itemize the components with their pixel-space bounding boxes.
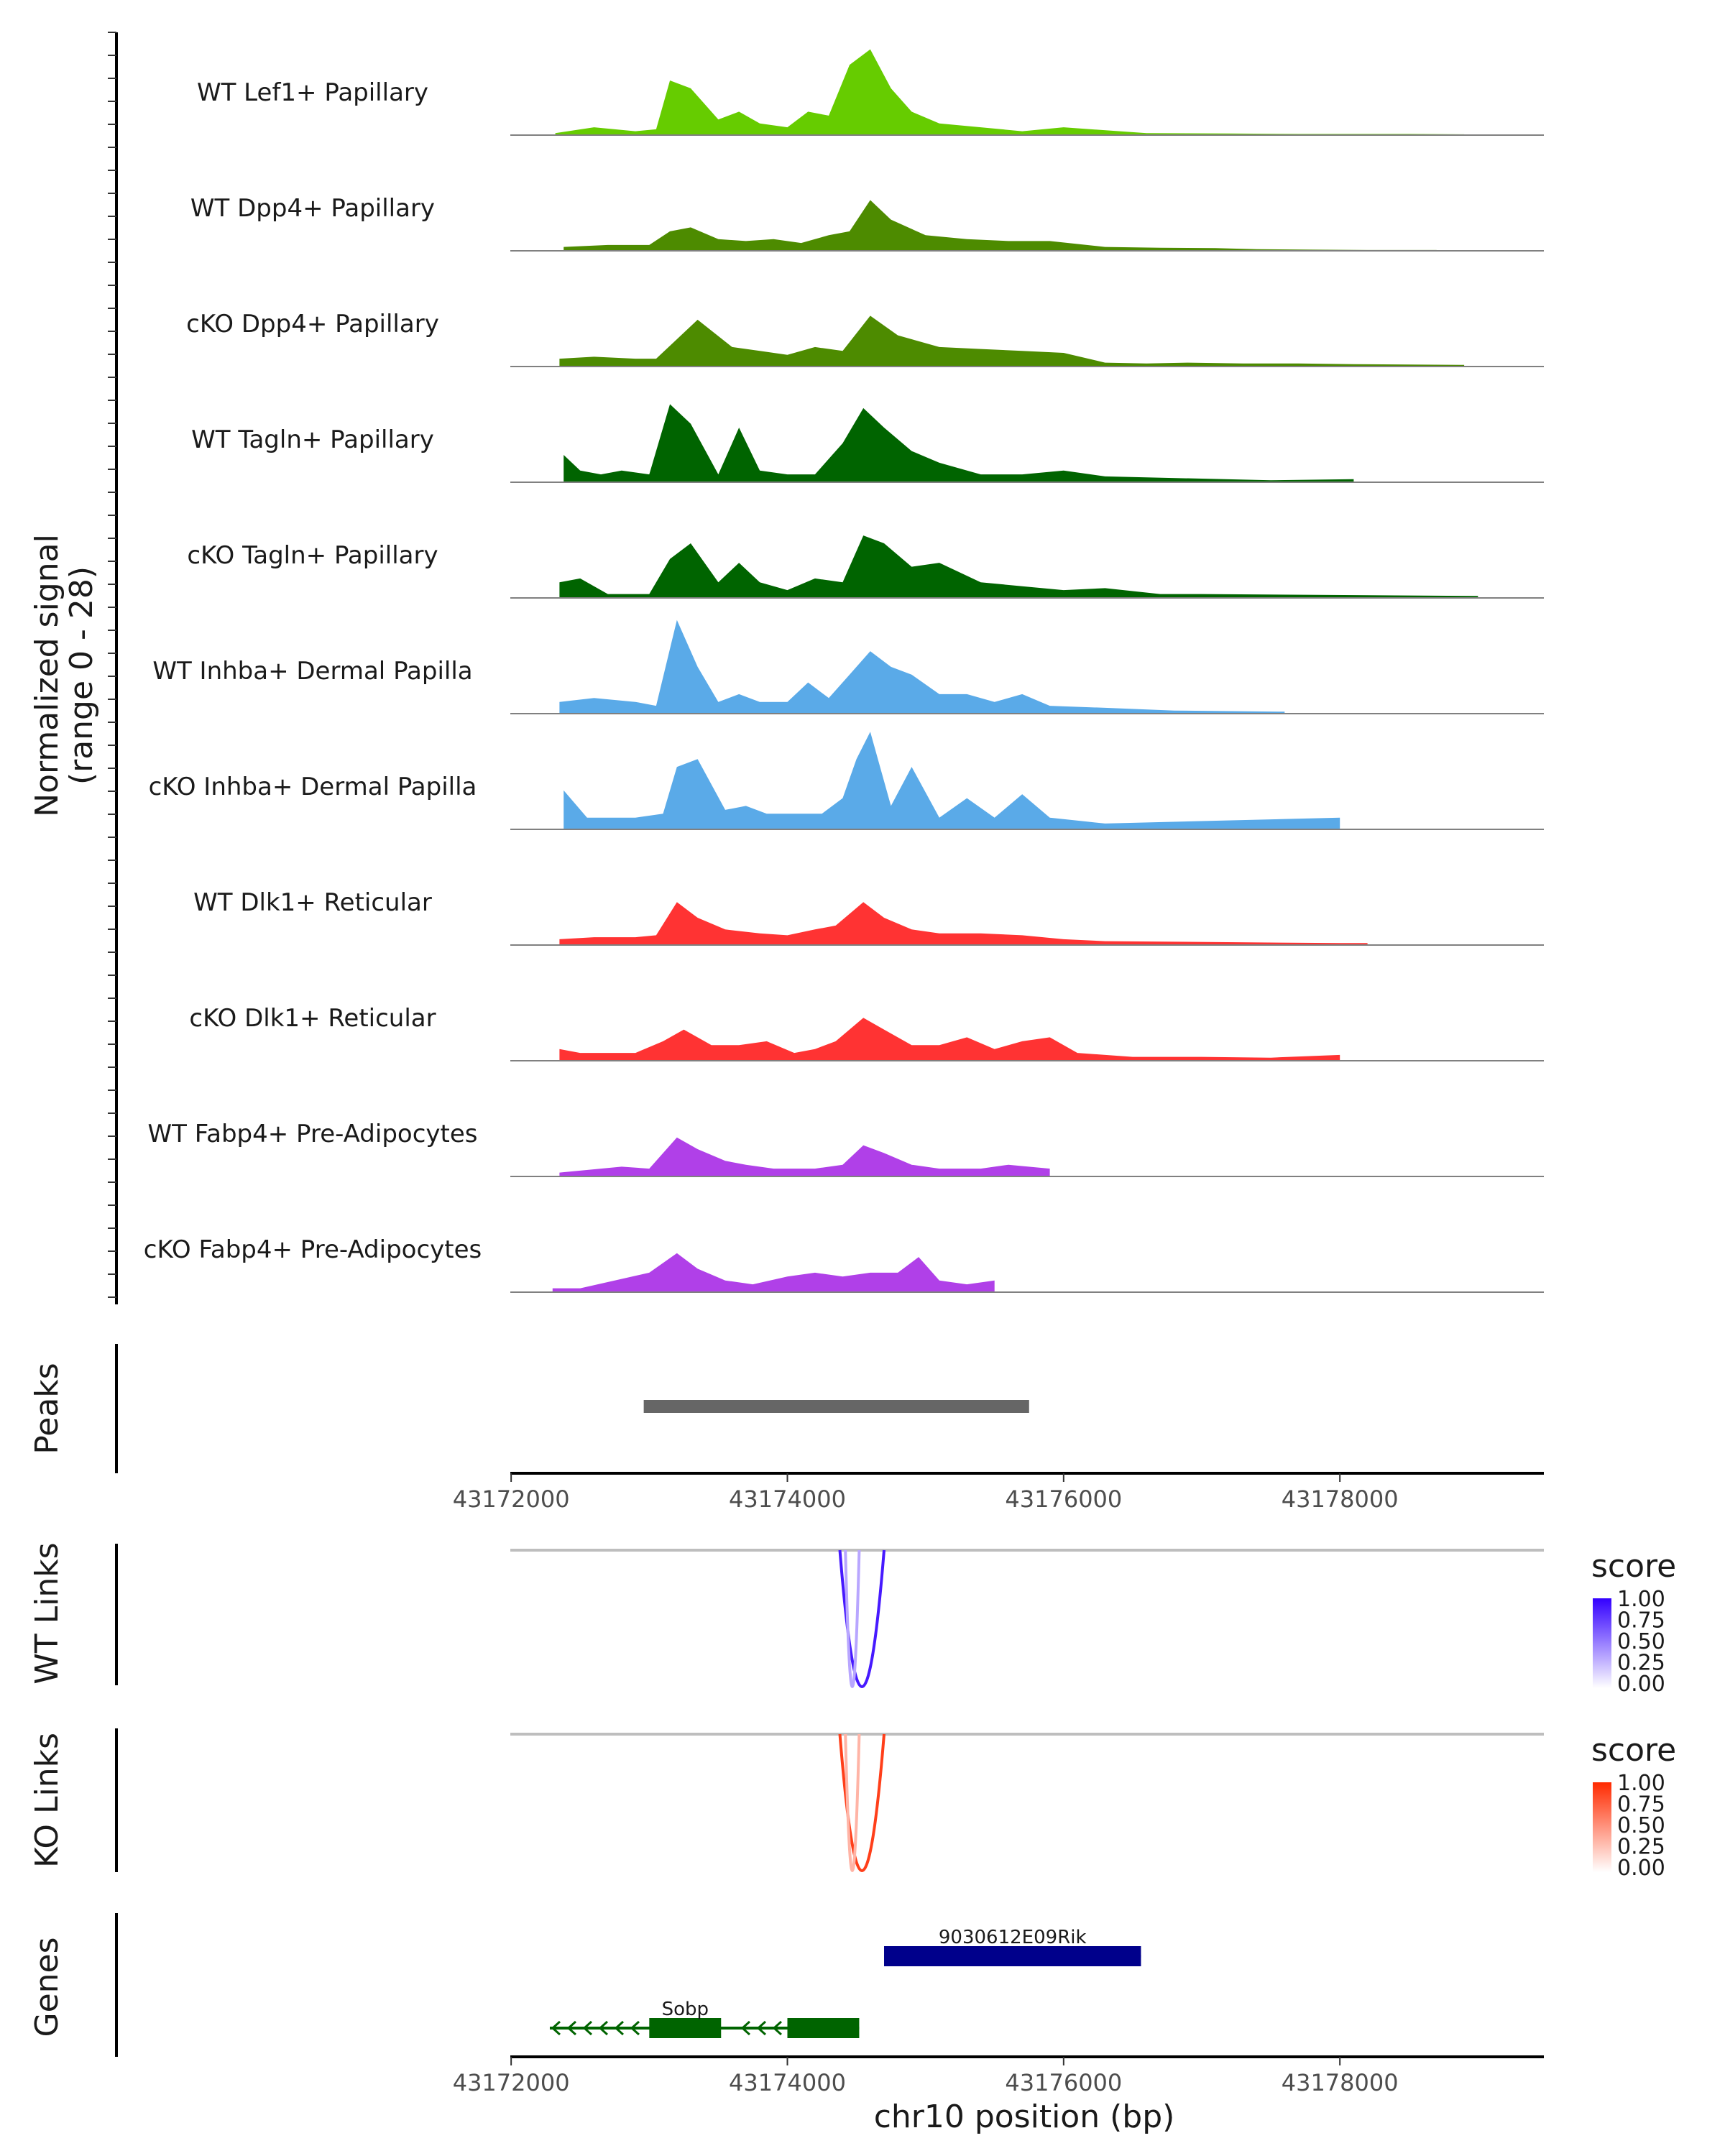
strand-arrow (756, 2020, 766, 2036)
x-tick-label: 43172000 (453, 2069, 570, 2096)
x-tick-label: 43172000 (453, 1485, 570, 1513)
coverage-area (559, 315, 1465, 367)
track-label: WT Dpp4+ Papillary (190, 194, 435, 223)
wt-score-legend: 1.000.750.500.250.00 (1593, 1587, 1665, 1697)
track-label: cKO Dpp4+ Papillary (186, 310, 439, 338)
legend-tick-label: 1.00 (1617, 1587, 1665, 1612)
strand-arrow (582, 2020, 592, 2036)
coverage-track: WT Dpp4+ Papillary (190, 194, 1544, 252)
genes-panel: Genes 9030612E09Rik Sobp 43172000 43174000… (29, 1913, 1544, 2135)
ko-legend-title: score (1591, 1732, 1676, 1769)
strand-arrow (566, 2020, 576, 2036)
coverage-track: WT Inhba+ Dermal Papilla (152, 619, 1544, 714)
legend-tick-label: 0.75 (1617, 1792, 1665, 1818)
strand-arrow (551, 2020, 561, 2036)
coverage-area (559, 1137, 1050, 1176)
coverage-area (559, 535, 1478, 598)
peaks-panel: Peaks 43172000 43174000 43176000 43178000 (29, 1344, 1544, 1513)
strand-arrow (772, 2020, 782, 2036)
x-tick-label: 43178000 (1282, 2069, 1399, 2096)
legend-tick-label: 0.25 (1617, 1651, 1665, 1676)
legend-tick-label: 0.50 (1617, 1629, 1665, 1654)
track-label: cKO Dlk1+ Reticular (189, 1004, 436, 1033)
x-axis-upper-ticks: 43172000 43174000 43176000 43178000 (453, 1473, 1399, 1513)
wt-links-panel: WT Links score 1.000.750.500.250.00 (29, 1542, 1676, 1697)
x-tick-label: 43176000 (1005, 1485, 1122, 1513)
coverage-y-label: Normalized signal (29, 534, 65, 817)
track-label: WT Dlk1+ Reticular (193, 888, 432, 917)
coverage-track: WT Tagln+ Papillary (191, 404, 1544, 483)
gene-exon (649, 2018, 722, 2038)
ko-links-y-label: KO Links (29, 1733, 65, 1868)
legend-tick-label: 0.00 (1617, 1856, 1665, 1881)
track-label: WT Lef1+ Papillary (197, 78, 428, 107)
legend-tick-label: 1.00 (1617, 1771, 1665, 1796)
coverage-panel: Normalized signal (range 0 - 28) WT Lef1… (29, 32, 1544, 1304)
peak-bar (643, 1400, 1029, 1413)
coverage-area (564, 404, 1354, 482)
track-label: cKO Inhba+ Dermal Papilla (149, 773, 477, 801)
x-axis-title: chr10 position (bp) (874, 2099, 1175, 2135)
x-tick-label: 43176000 (1005, 2069, 1122, 2096)
ko-score-legend: 1.000.750.500.250.00 (1593, 1771, 1665, 1881)
coverage-area (564, 200, 1437, 251)
link-arc (844, 1733, 861, 1872)
coverage-track: WT Fabp4+ Pre-Adipocytes (148, 1120, 1544, 1177)
legend-tick-label: 0.25 (1617, 1835, 1665, 1860)
x-tick-label: 43174000 (729, 2069, 846, 2096)
ko-links-panel: KO Links score 1.000.750.500.250.00 (29, 1728, 1676, 1881)
legend-colorbar (1593, 1598, 1611, 1688)
coverage-area (559, 902, 1368, 945)
wt-links-y-label: WT Links (29, 1542, 65, 1684)
legend-tick-label: 0.75 (1617, 1608, 1665, 1634)
track-label: cKO Tagln+ Papillary (187, 541, 438, 570)
coverage-track: cKO Fabp4+ Pre-Adipocytes (144, 1235, 1544, 1293)
coverage-area (564, 732, 1340, 829)
gene-model: 9030612E09Rik (884, 1927, 1141, 1966)
coverage-track: WT Dlk1+ Reticular (193, 888, 1544, 946)
gene-exon (787, 2018, 860, 2038)
gene-name-label: Sobp (662, 1999, 709, 2020)
genes-y-label: Genes (29, 1937, 65, 2037)
coverage-track: cKO Tagln+ Papillary (187, 535, 1544, 599)
link-arc (844, 1549, 861, 1688)
gene-name-label: 9030612E09Rik (939, 1927, 1087, 1948)
coverage-area (552, 1253, 995, 1292)
coverage-track: cKO Dlk1+ Reticular (189, 1004, 1544, 1061)
x-tick-label: 43174000 (729, 1485, 846, 1513)
gene-models: 9030612E09Rik Sobp (549, 1927, 1141, 2038)
coverage-area (559, 1018, 1340, 1061)
track-label: WT Inhba+ Dermal Papilla (152, 657, 472, 686)
track-label: WT Tagln+ Papillary (191, 425, 434, 454)
track-label: cKO Fabp4+ Pre-Adipocytes (144, 1235, 482, 1264)
x-axis-lower-ticks: 43172000 43174000 43176000 43178000 (453, 2057, 1399, 2096)
gene-exon (884, 1946, 1141, 1966)
strand-arrow (740, 2020, 750, 2036)
gene-model: Sobp (549, 1999, 860, 2038)
coverage-track: cKO Dpp4+ Papillary (186, 310, 1544, 367)
coverage-y-ticks (108, 32, 116, 1298)
legend-tick-label: 0.50 (1617, 1813, 1665, 1838)
coverage-track: WT Lef1+ Papillary (197, 49, 1544, 136)
wt-link-arcs (838, 1549, 886, 1688)
legend-colorbar (1593, 1782, 1611, 1872)
track-label: WT Fabp4+ Pre-Adipocytes (148, 1120, 478, 1148)
wt-legend-title: score (1591, 1548, 1676, 1585)
legend-tick-label: 0.00 (1617, 1672, 1665, 1697)
coverage-tracks: WT Lef1+ Papillary WT Dpp4+ Papillary cKO … (144, 49, 1544, 1293)
ko-link-arcs (838, 1733, 886, 1872)
coverage-track: cKO Inhba+ Dermal Papilla (149, 732, 1544, 830)
coverage-y-range-label: (range 0 - 28) (63, 566, 100, 785)
x-tick-label: 43178000 (1282, 1485, 1399, 1513)
coverage-area (555, 49, 1465, 135)
strand-arrow (614, 2020, 624, 2036)
strand-arrow (598, 2020, 608, 2036)
strand-arrow (630, 2020, 640, 2036)
peaks-y-label: Peaks (29, 1363, 65, 1454)
coverage-area (559, 619, 1285, 714)
